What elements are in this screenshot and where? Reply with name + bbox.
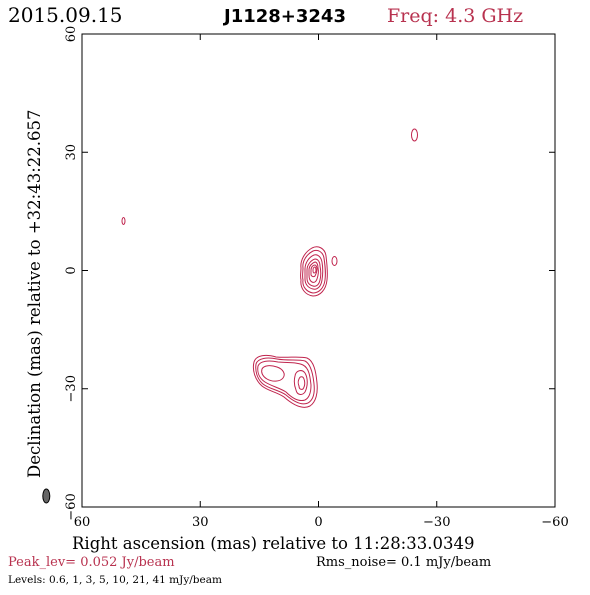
source-name: J1128+3243 bbox=[222, 6, 346, 27]
peak-level: Peak_lev= 0.052 Jy/beam bbox=[8, 555, 175, 570]
contour-layer bbox=[122, 129, 418, 407]
core-contour-7 bbox=[313, 267, 316, 273]
x-tick-label: 30 bbox=[192, 515, 209, 530]
y-tick-label: −60 bbox=[64, 493, 79, 520]
frequency-label: Freq: 4.3 GHz bbox=[387, 5, 523, 27]
x-tick-labels: 60 30 0 −30 −60 bbox=[74, 515, 569, 530]
y-tick-label: −30 bbox=[64, 375, 79, 402]
x-tick-label: −30 bbox=[423, 515, 450, 530]
y-axis-title: Declination (mas) relative to +32:43:22.… bbox=[25, 109, 44, 478]
core-knot-contour bbox=[332, 257, 337, 266]
core-contour-3 bbox=[305, 255, 323, 289]
rms-noise: Rms_noise= 0.1 mJy/beam bbox=[316, 555, 491, 570]
contour-levels: Levels: 0.6, 1, 3, 5, 10, 21, 41 mJy/bea… bbox=[8, 574, 222, 586]
lobe-contour-3 bbox=[258, 361, 311, 400]
y-tick-label: 60 bbox=[64, 26, 79, 43]
x-tick-label: −60 bbox=[541, 515, 568, 530]
restoring-beam bbox=[43, 489, 50, 503]
w-spot-contour bbox=[122, 218, 125, 225]
lobe-contour-6 bbox=[298, 377, 304, 390]
y-tick-label: 0 bbox=[64, 266, 79, 274]
x-tick-label: 0 bbox=[314, 515, 322, 530]
ne-spot-contour bbox=[412, 129, 418, 141]
core-component bbox=[301, 247, 328, 296]
y-tick-label: 30 bbox=[64, 144, 79, 161]
lobe-contour-5 bbox=[294, 371, 307, 395]
lobe-contour-4 bbox=[262, 366, 285, 381]
x-axis-title: Right ascension (mas) relative to 11:28:… bbox=[72, 534, 474, 553]
observation-date: 2015.09.15 bbox=[8, 3, 123, 27]
lobe-contour-2 bbox=[256, 358, 314, 404]
south-lobe-component bbox=[253, 355, 317, 407]
y-tick-labels: 60 30 0 −30 −60 bbox=[64, 26, 79, 521]
